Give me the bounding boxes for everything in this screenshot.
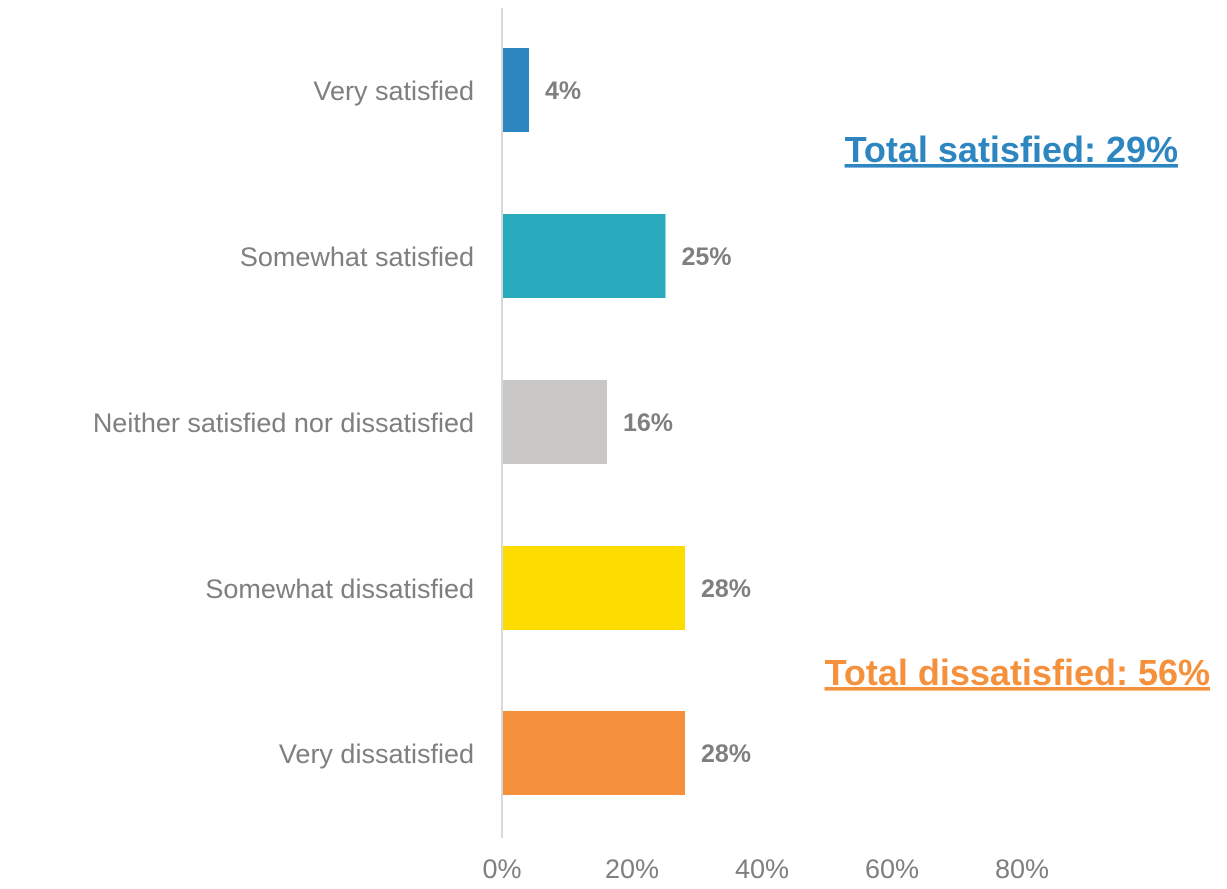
bar-neither-satisfied-nor-dissatisfied	[503, 380, 607, 464]
x-tick-label-40: 40%	[735, 854, 789, 884]
x-tick-label-20: 20%	[605, 854, 659, 884]
value-label-very-dissatisfied: 28%	[701, 740, 751, 768]
category-label-neither-satisfied-nor-dissatisfied: Neither satisfied nor dissatisfied	[93, 408, 474, 438]
value-label-somewhat-satisfied: 25%	[682, 243, 732, 271]
category-label-very-dissatisfied: Very dissatisfied	[279, 739, 474, 769]
bar-somewhat-satisfied	[503, 214, 666, 298]
total-satisfied-annotation: Total satisfied: 29%	[845, 129, 1178, 170]
bar-very-dissatisfied	[503, 711, 685, 795]
value-label-somewhat-dissatisfied: 28%	[701, 575, 751, 603]
bar-somewhat-dissatisfied	[503, 546, 685, 630]
bar-very-satisfied	[503, 48, 529, 132]
category-label-very-satisfied: Very satisfied	[313, 76, 474, 106]
category-label-somewhat-satisfied: Somewhat satisfied	[240, 242, 474, 272]
value-label-neither-satisfied-nor-dissatisfied: 16%	[623, 409, 673, 437]
x-tick-label-60: 60%	[865, 854, 919, 884]
category-label-somewhat-dissatisfied: Somewhat dissatisfied	[205, 574, 474, 604]
total-dissatisfied-annotation: Total dissatisfied: 56%	[825, 652, 1210, 693]
labels-layer: Very satisfied 4% Somewhat satisfied 25% Nei…	[93, 76, 751, 769]
bars-layer	[503, 48, 685, 795]
x-axis-ticks: 0% 20% 40% 60% 80%	[482, 854, 1049, 884]
value-label-very-satisfied: 4%	[545, 77, 581, 105]
x-tick-label-0: 0%	[482, 854, 521, 884]
x-tick-label-80: 80%	[995, 854, 1049, 884]
